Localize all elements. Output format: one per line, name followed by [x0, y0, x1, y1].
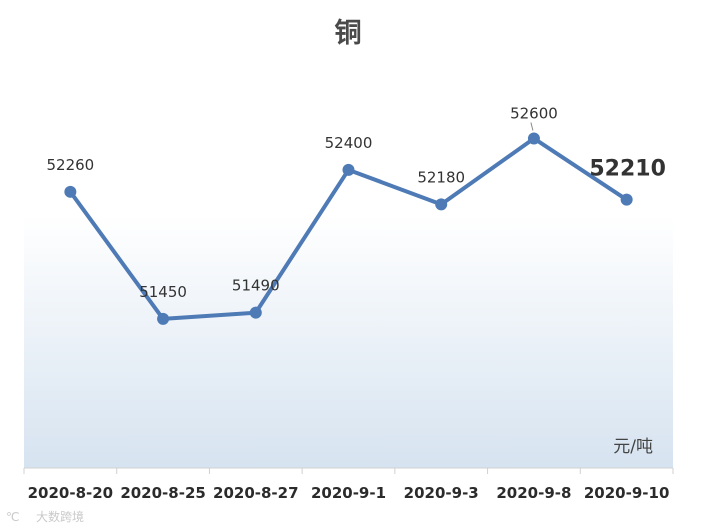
data-label: 51490: [232, 277, 280, 295]
x-tick-label: 2020-9-8: [496, 484, 571, 502]
x-axis-tick-labels: 2020-8-20 2020-8-25 2020-8-27 2020-9-1 2020-…: [28, 484, 670, 502]
data-point: [435, 198, 448, 211]
data-point: [157, 312, 170, 325]
chart-title: 铜: [335, 18, 362, 49]
data-points: [64, 132, 633, 325]
data-point: [249, 306, 262, 319]
x-tick-label: 2020-8-25: [120, 484, 206, 502]
unit-label: 元/吨: [613, 437, 653, 457]
x-tick-label: 2020-8-27: [213, 484, 299, 502]
watermark-text: 大数跨境: [36, 509, 84, 524]
x-axis-ticks: [23, 468, 674, 474]
data-point: [527, 132, 540, 145]
data-label: 52210: [589, 157, 666, 182]
data-label: 52600: [510, 104, 558, 122]
data-labels: 52260 51450 51490 52400 52180 52600 52210: [46, 104, 665, 300]
x-tick-label: 2020-8-20: [28, 484, 114, 502]
watermark-logo-icon: ℃: [6, 510, 19, 524]
x-tick-label: 2020-9-3: [404, 484, 479, 502]
data-point: [64, 185, 77, 198]
data-label-leader: [530, 122, 534, 131]
data-label: 52400: [325, 134, 373, 152]
x-tick-label: 2020-9-10: [584, 484, 670, 502]
plot-background: [24, 215, 673, 468]
data-label: 52260: [46, 156, 94, 174]
data-point: [342, 163, 355, 176]
data-label: 51450: [139, 283, 187, 301]
watermark: ℃ 大数跨境: [6, 509, 84, 524]
data-point: [620, 193, 633, 206]
x-tick-label: 2020-9-1: [311, 484, 386, 502]
data-label: 52180: [417, 168, 465, 186]
